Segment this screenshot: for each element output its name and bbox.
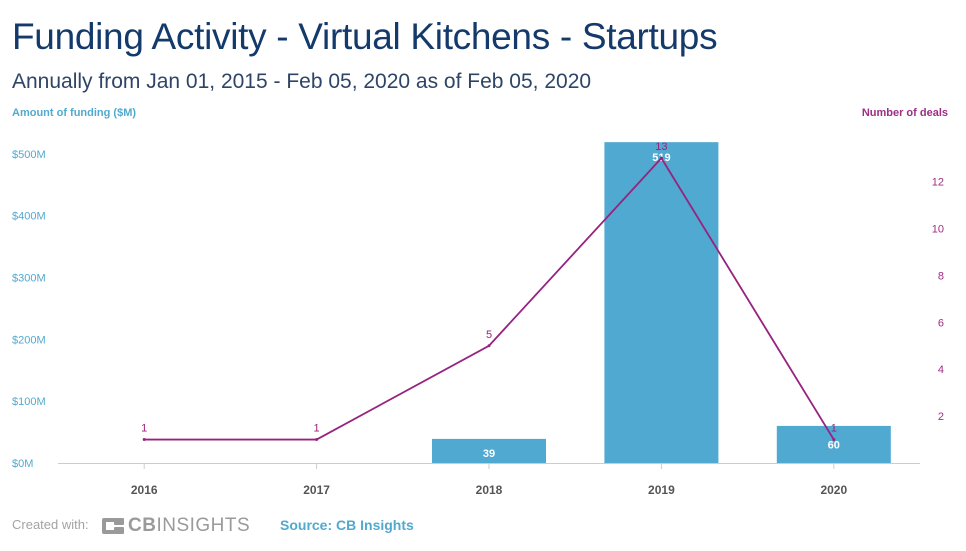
- deals-data-label: 5: [486, 329, 492, 341]
- cb-insights-logo-text: CBINSIGHTS: [128, 515, 251, 536]
- deals-line: [144, 156, 835, 441]
- chart-subtitle: Annually from Jan 01, 2015 - Feb 05, 202…: [12, 70, 592, 93]
- bar: [604, 142, 719, 463]
- left-axis-tick-label: $500M: [12, 149, 46, 161]
- bar: [776, 425, 891, 463]
- cb-insights-logo-icon: [102, 518, 124, 534]
- bar-data-label: 60: [828, 439, 840, 451]
- x-axis-tick-label: 2016: [131, 483, 158, 497]
- bar-data-label: 39: [483, 448, 495, 460]
- right-axis-tick-label: 12: [932, 177, 944, 189]
- deals-point: [659, 156, 663, 160]
- deals-point: [832, 438, 836, 442]
- chart-title: Funding Activity - Virtual Kitchens - St…: [12, 16, 718, 57]
- bar: [432, 438, 546, 463]
- source-label: Source: CB Insights: [280, 517, 414, 533]
- right-axis-tick-label: 6: [938, 317, 944, 329]
- right-axis-tick-label: 2: [938, 411, 944, 423]
- deals-data-label: 1: [831, 423, 837, 435]
- deals-data-label: 13: [655, 141, 667, 153]
- deals-data-label: 1: [141, 423, 147, 435]
- deals-point: [142, 438, 146, 442]
- left-axis-title: Amount of funding ($M): [12, 107, 137, 119]
- right-axis-title: Number of deals: [861, 107, 948, 119]
- x-axis-tick-label: 2018: [476, 483, 503, 497]
- x-axis-tick-label: 2020: [820, 483, 847, 497]
- x-axis-tick-label: 2019: [648, 483, 675, 497]
- right-axis-tick-label: 8: [938, 270, 944, 282]
- deals-point: [315, 438, 319, 442]
- left-axis-tick-label: $400M: [12, 211, 46, 223]
- x-axis-tick-label: 2017: [303, 483, 330, 497]
- left-axis-tick-label: $0M: [12, 458, 33, 470]
- right-axis-tick-label: 10: [932, 224, 944, 236]
- deals-point: [487, 344, 491, 348]
- cb-insights-logo: CBINSIGHTS: [102, 514, 250, 538]
- left-axis-tick-label: $100M: [12, 396, 46, 408]
- deals-data-label: 1: [314, 423, 320, 435]
- right-axis-tick-label: 4: [938, 364, 944, 376]
- left-axis-tick-label: $300M: [12, 273, 46, 285]
- created-with-label: Created with:: [12, 517, 89, 532]
- left-axis-tick-label: $200M: [12, 334, 46, 346]
